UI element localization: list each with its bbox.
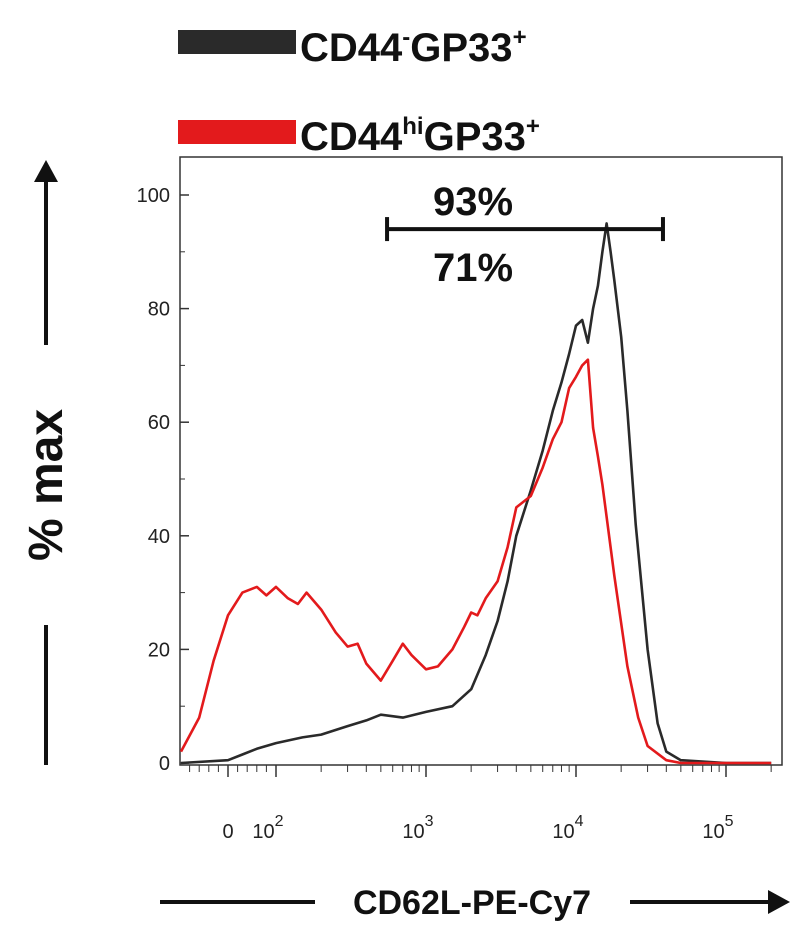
legend-item-cd44neg: CD44-GP33+ <box>178 24 527 70</box>
gate-label-top: 93% <box>433 180 513 224</box>
y-axis-title-group: % max <box>20 160 73 765</box>
y-axis: 0 20 40 60 80 100 <box>137 185 189 775</box>
y-tick-label: 20 <box>148 639 170 661</box>
y-tick-label: 0 <box>159 753 170 775</box>
gate: 93% 71% <box>385 180 665 290</box>
x-axis-title-group: CD62L-PE-Cy7 <box>160 884 790 922</box>
gate-label-bottom: 71% <box>433 246 513 290</box>
series-line-cd44neg <box>180 222 772 765</box>
x-tick-label: 103 <box>402 813 433 843</box>
x-axis-title: CD62L-PE-Cy7 <box>353 884 591 922</box>
x-tick-label: 104 <box>552 813 583 843</box>
y-tick-label: 40 <box>148 526 170 548</box>
x-tick-label: 105 <box>702 813 733 843</box>
y-axis-title: % max <box>20 409 73 561</box>
x-tick-label: 102 <box>252 813 283 843</box>
legend-swatch-red <box>178 120 296 144</box>
legend: CD44-GP33+ CD44hiGP33+ <box>178 24 540 159</box>
legend-item-cd44hi: CD44hiGP33+ <box>178 113 540 159</box>
y-tick-label: 100 <box>137 185 170 207</box>
series-line-cd44hi <box>179 358 772 765</box>
plot-frame <box>179 156 783 766</box>
arrow-right-icon <box>768 890 790 914</box>
y-tick-label: 60 <box>148 412 170 434</box>
x-axis: 0 102 103 104 105 <box>189 765 772 843</box>
legend-label-cd44neg: CD44-GP33+ <box>300 24 527 70</box>
y-tick-label: 80 <box>148 299 170 321</box>
legend-label-cd44hi: CD44hiGP33+ <box>300 113 540 159</box>
legend-swatch-black <box>178 30 296 54</box>
arrow-up-icon <box>34 160 58 182</box>
x-tick-label: 0 <box>222 821 233 843</box>
